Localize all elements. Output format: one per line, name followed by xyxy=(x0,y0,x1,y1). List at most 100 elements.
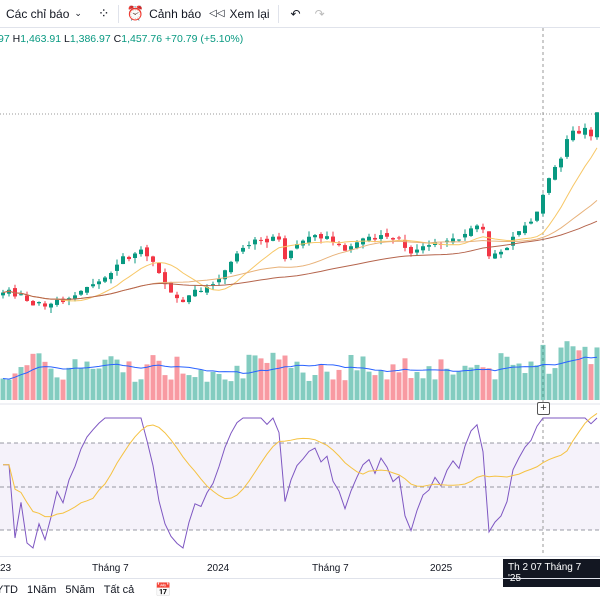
range-ytd[interactable]: YTD xyxy=(0,583,18,596)
candle-body xyxy=(115,264,119,271)
range-all[interactable]: Tất cả xyxy=(103,583,135,596)
alert-button[interactable]: ⏰ Cảnh báo xyxy=(127,5,201,22)
candle-body xyxy=(337,243,341,246)
volume-bar xyxy=(552,368,558,400)
volume-bar xyxy=(408,378,414,400)
volume-bar xyxy=(474,364,480,400)
volume-bar xyxy=(138,379,144,400)
volume-bar xyxy=(132,381,138,400)
volume-bar xyxy=(108,356,114,400)
volume-bar xyxy=(210,371,216,400)
price-chart[interactable] xyxy=(0,0,600,556)
volume-bar xyxy=(378,370,384,400)
candle-body xyxy=(319,233,323,239)
candle-body xyxy=(253,239,257,245)
volume-bar xyxy=(564,341,570,400)
volume-bar xyxy=(390,364,396,400)
range-5y[interactable]: 5Năm xyxy=(65,583,95,596)
volume-bar xyxy=(492,379,498,400)
ohlc-legend: 97 H1,463.91 L1,386.97 C1,457.76 +70.79 … xyxy=(0,33,243,45)
volume-bar xyxy=(558,347,564,400)
volume-bar xyxy=(42,361,48,400)
candle-body xyxy=(553,166,557,180)
time-label: 2025 xyxy=(430,563,453,574)
candle-body xyxy=(139,249,143,255)
volume-bar xyxy=(60,379,66,400)
replay-button[interactable]: ◁◁ Xem lại xyxy=(209,7,269,21)
volume-bar xyxy=(270,352,276,400)
volume-bar xyxy=(54,377,60,400)
rsi-band xyxy=(0,443,600,530)
candle-body xyxy=(199,290,203,292)
redo-icon[interactable]: ↷ xyxy=(314,6,325,21)
calendar-goto-icon[interactable]: 📅 xyxy=(155,581,172,597)
candle-body xyxy=(205,286,209,293)
templates-icon[interactable]: ⁘ xyxy=(97,5,110,21)
candle-body xyxy=(121,256,125,265)
volume-bar xyxy=(342,380,348,400)
candle-body xyxy=(127,256,131,260)
candle-body xyxy=(589,129,593,137)
candle-body xyxy=(277,236,281,240)
low-value: 1,386.97 xyxy=(69,33,111,45)
candle-body xyxy=(415,249,419,253)
volume-bar xyxy=(414,371,420,400)
volume-bar xyxy=(348,354,354,400)
undo-icon[interactable]: ↶ xyxy=(290,6,301,21)
candle-body xyxy=(247,245,251,247)
candle-body xyxy=(265,238,269,243)
volume-bar xyxy=(426,366,432,400)
volume-bar xyxy=(396,372,402,400)
volume-bar xyxy=(18,367,24,400)
candle-body xyxy=(517,231,521,235)
candle-body xyxy=(583,127,587,135)
candle-body xyxy=(487,231,491,257)
candle-body xyxy=(25,295,29,301)
candle-body xyxy=(133,253,137,259)
volume-bar xyxy=(198,369,204,400)
volume-bar xyxy=(504,356,510,400)
range-bar: YTD 1Năm 5Năm Tất cả 📅 xyxy=(0,578,600,600)
candle-body xyxy=(97,281,101,285)
volume-bar xyxy=(90,368,96,400)
volume-bar xyxy=(0,378,6,400)
range-1y[interactable]: 1Năm xyxy=(27,583,57,596)
time-label: 2024 xyxy=(207,563,230,574)
candle-body xyxy=(145,247,149,257)
volume-bar xyxy=(72,359,78,400)
add-pane-icon[interactable]: + xyxy=(537,402,550,415)
volume-bar xyxy=(528,361,534,400)
volume-bar xyxy=(462,365,468,400)
candle-body xyxy=(379,235,383,239)
candle-body xyxy=(331,236,335,243)
toolbar: Các chỉ báo ⌄ ⁘ ⏰ Cảnh báo ◁◁ Xem lại ↶ ↷ xyxy=(0,0,600,28)
candle-body xyxy=(535,211,539,221)
candle-body xyxy=(481,226,485,230)
candle-body xyxy=(421,246,425,251)
alert-label: Cảnh báo xyxy=(149,6,202,21)
candle-body xyxy=(157,262,161,274)
candle-body xyxy=(523,225,527,234)
volume-bar xyxy=(114,359,120,400)
candle-body xyxy=(73,295,77,300)
volume-bar xyxy=(246,354,252,400)
candle-body xyxy=(343,245,347,251)
ma-short-line xyxy=(2,147,598,302)
volume-bar xyxy=(420,378,426,400)
candle-body xyxy=(559,158,563,168)
volume-bar xyxy=(576,350,582,400)
volume-bar xyxy=(546,373,552,400)
candle-body xyxy=(505,247,509,251)
high-value: 1,463.91 xyxy=(20,33,62,45)
rsi-ma-line xyxy=(3,413,598,518)
volume-bar xyxy=(174,356,180,400)
volume-bar xyxy=(468,367,474,400)
volume-bar xyxy=(480,367,486,400)
volume-bar xyxy=(282,355,288,400)
candle-body xyxy=(427,245,431,247)
volume-bar xyxy=(432,379,438,400)
candle-body xyxy=(391,238,395,240)
candle-body xyxy=(217,278,221,283)
volume-bar xyxy=(444,368,450,400)
indicators-button[interactable]: Các chỉ báo ⌄ xyxy=(6,7,82,21)
